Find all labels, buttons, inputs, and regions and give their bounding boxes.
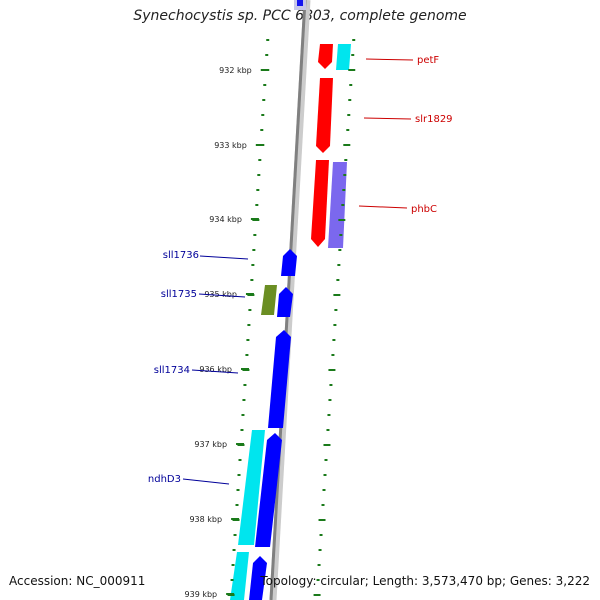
kbp-label: 932 kbp: [219, 66, 252, 75]
gene-feature-slr1829[interactable]: [316, 78, 333, 153]
leader-sll1734: [191, 369, 239, 374]
gene-feature-petF[interactable]: [318, 44, 333, 69]
leader-slr1829: [363, 117, 412, 120]
kbp-label: 933 kbp: [214, 141, 247, 150]
gene-feature-next-blue[interactable]: [249, 556, 267, 600]
view-marker-inner: [297, 0, 303, 6]
gene-label-sll1736[interactable]: sll1736: [163, 250, 199, 261]
gene-feature-next-cyan[interactable]: [230, 552, 249, 600]
leader-sll1736: [199, 255, 249, 260]
ruler-labels: 932 kbp 933 kbp 934 kbp 935 kbp 936 kbp 937 k…: [185, 66, 269, 599]
gene-feature-ndhD3[interactable]: [255, 433, 282, 547]
kbp-label: 939 kbp: [185, 590, 218, 599]
gene-feature-ndhD3-cyan[interactable]: [238, 430, 265, 545]
kbp-label: 936 kbp: [199, 365, 232, 374]
gene-feature-sll1734[interactable]: [268, 330, 291, 428]
gene-feature-phbC-red[interactable]: [311, 160, 329, 247]
genome-summary-text: Topology: circular; Length: 3,573,470 bp…: [260, 574, 590, 588]
kbp-label: 938 kbp: [189, 515, 222, 524]
gene-label-phbC[interactable]: phbC: [411, 204, 437, 215]
gene-feature-sll1735[interactable]: [277, 287, 293, 317]
leader-sll1735: [198, 293, 246, 298]
gene-feature-sll1735-green[interactable]: [261, 285, 277, 315]
gene-labels: petF slr1829 phbC sll1736 sll1735 sll1734 ndhD…: [148, 55, 453, 485]
gene-feature-sll1736[interactable]: [281, 249, 297, 276]
kbp-label: 937 kbp: [194, 440, 227, 449]
leader-ndhD3: [182, 478, 230, 485]
gene-label-sll1735[interactable]: sll1735: [161, 289, 197, 300]
gene-label-ndhD3[interactable]: ndhD3: [148, 474, 181, 485]
ruler-ticks-right: [313, 39, 356, 596]
map-title: Synechocystis sp. PCC 6803, complete gen…: [133, 8, 467, 24]
kbp-label: 934 kbp: [209, 215, 242, 224]
gene-label-petF[interactable]: petF: [417, 55, 439, 66]
gene-label-sll1734[interactable]: sll1734: [154, 365, 190, 376]
gene-feature-petF-cyan[interactable]: [336, 44, 351, 70]
accession-text: Accession: NC_000911: [9, 574, 146, 588]
leader-phbC: [358, 205, 408, 209]
gene-feature-phbC-purple[interactable]: [328, 162, 347, 248]
gene-label-slr1829[interactable]: slr1829: [415, 114, 453, 125]
kbp-label: 935 kbp: [204, 290, 237, 299]
leader-petF: [365, 58, 414, 61]
gene-label-leaders: [182, 58, 414, 485]
